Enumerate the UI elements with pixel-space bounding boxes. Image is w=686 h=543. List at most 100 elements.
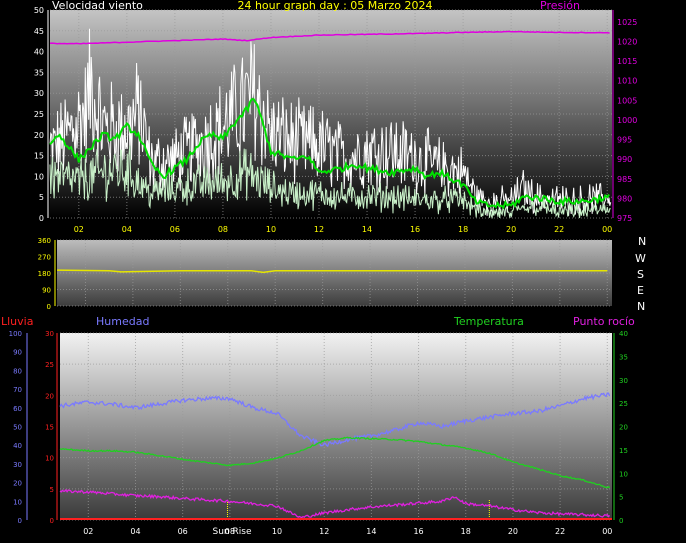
- x-tick-label-wind: 14: [362, 225, 372, 234]
- x-tick-label-wind: 22: [554, 225, 564, 234]
- wind-gust-line: [49, 28, 612, 216]
- y-tick-label-temperature: 15: [619, 447, 628, 455]
- y-tick-label-pressure: 1015: [617, 57, 637, 66]
- x-tick-label-wind: 20: [506, 225, 516, 234]
- y-tick-label-wind: 50: [34, 6, 44, 15]
- y-tick-label-humidity: 40: [13, 442, 22, 450]
- compass-e: E: [637, 284, 644, 297]
- wind-speed-title: Velocidad viento: [52, 0, 143, 12]
- compass-n-bottom: N: [637, 300, 645, 313]
- x-tick-label-wind: 02: [74, 225, 84, 234]
- y-tick-label-wind: 40: [34, 48, 44, 57]
- x-tick-label-wind: 08: [218, 225, 228, 234]
- y-tick-label-temperature: 40: [619, 330, 628, 338]
- y-tick-label-wind: 45: [34, 27, 44, 36]
- compass-n-top: N: [638, 235, 646, 248]
- y-tick-label-temperature: 10: [619, 470, 628, 478]
- y-tick-label-temperature: 25: [619, 400, 628, 408]
- dewpoint-line: [59, 488, 611, 519]
- x-tick-label-weather: 22: [555, 527, 565, 536]
- x-tick-label-wind: 16: [410, 225, 420, 234]
- y-tick-label-pressure: 985: [617, 175, 632, 184]
- y-tick-label-humidity: 100: [9, 330, 22, 338]
- x-tick-label-wind: 10: [266, 225, 276, 234]
- y-tick-label-humidity: 30: [13, 461, 22, 469]
- compass-w: W: [635, 252, 646, 265]
- y-tick-label-pressure: 995: [617, 136, 632, 145]
- sun-rise-label: Sun Rise: [213, 527, 252, 537]
- y-tick-label-temperature: 5: [619, 494, 623, 502]
- x-tick-label-weather: 06: [178, 527, 188, 536]
- wind-mean-line: [49, 98, 610, 210]
- wind-average-line: [49, 145, 611, 220]
- y-tick-label-humidity: 60: [13, 405, 22, 413]
- y-tick-label-temperature: 35: [619, 353, 628, 361]
- y-tick-label-pressure: 1000: [617, 116, 637, 125]
- x-tick-label-weather: 20: [508, 527, 518, 536]
- y-tick-label-wind: 25: [34, 110, 44, 119]
- rain-title: Lluvia: [1, 315, 33, 328]
- x-tick-label-weather: 02: [83, 527, 93, 536]
- y-tick-label-rain: 30: [45, 330, 54, 338]
- temperature-title: Temperatura: [453, 315, 524, 328]
- y-tick-label-rain: 10: [45, 455, 54, 463]
- x-tick-label-weather: 10: [272, 527, 282, 536]
- y-tick-label-humidity: 0: [18, 517, 22, 525]
- chart-date-title: 24 hour graph day : 05 Marzo 2024: [237, 0, 432, 12]
- y-tick-label-direction: 0: [47, 303, 51, 311]
- y-tick-label-pressure: 1005: [617, 96, 637, 105]
- y-tick-label-rain: 20: [45, 392, 54, 400]
- y-tick-label-rain: 25: [45, 361, 54, 369]
- y-tick-label-pressure: 1025: [617, 18, 637, 27]
- x-tick-label-wind: 18: [458, 225, 468, 234]
- y-tick-label-wind: 15: [34, 152, 44, 161]
- y-tick-label-humidity: 70: [13, 386, 22, 394]
- y-tick-label-rain: 0: [50, 517, 54, 525]
- x-tick-label-wind: 04: [122, 225, 132, 234]
- x-tick-label-weather: 14: [366, 527, 376, 536]
- y-tick-label-humidity: 10: [13, 498, 22, 506]
- y-tick-label-temperature: 0: [619, 517, 623, 525]
- x-tick-label-wind: 06: [170, 225, 180, 234]
- y-tick-label-direction: 360: [38, 237, 51, 245]
- y-tick-label-pressure: 1010: [617, 77, 637, 86]
- y-tick-label-humidity: 50: [13, 424, 22, 432]
- y-tick-label-direction: 90: [42, 287, 51, 295]
- wind-direction-line: [56, 269, 608, 274]
- y-tick-label-wind: 0: [39, 214, 44, 223]
- x-tick-label-weather: 16: [413, 527, 423, 536]
- series-layer: [49, 28, 612, 520]
- x-tick-label-wind: 00: [602, 225, 612, 234]
- y-tick-label-pressure: 990: [617, 155, 632, 164]
- y-tick-label-pressure: 975: [617, 214, 632, 223]
- x-tick-label-wind: 12: [314, 225, 324, 234]
- pressure-line: [49, 30, 610, 45]
- x-tick-label-weather: 08: [225, 527, 235, 536]
- y-tick-label-pressure: 980: [617, 194, 632, 203]
- y-tick-label-wind: 35: [34, 68, 44, 77]
- x-tick-label-weather: 04: [130, 527, 140, 536]
- y-tick-label-humidity: 20: [13, 480, 22, 488]
- y-tick-label-rain: 15: [45, 424, 54, 432]
- y-tick-label-humidity: 80: [13, 367, 22, 375]
- compass-s: S: [637, 268, 644, 281]
- humidity-title: Humedad: [96, 315, 149, 328]
- temperature-line: [59, 436, 611, 489]
- x-tick-label-weather: 12: [319, 527, 329, 536]
- y-tick-label-temperature: 20: [619, 424, 628, 432]
- y-tick-label-temperature: 30: [619, 377, 628, 385]
- y-tick-label-wind: 10: [34, 172, 44, 181]
- dewpoint-title: Punto rocío: [573, 315, 635, 328]
- y-tick-label-wind: 20: [34, 131, 44, 140]
- x-tick-label-weather: 00: [602, 527, 612, 536]
- y-tick-label-wind: 30: [34, 89, 44, 98]
- y-tick-label-pressure: 1020: [617, 37, 637, 46]
- y-tick-label-direction: 180: [38, 270, 51, 278]
- y-tick-label-humidity: 90: [13, 349, 22, 357]
- y-tick-label-wind: 5: [39, 193, 44, 202]
- axes: 0510152025303540455097598098599099510001…: [9, 6, 638, 536]
- x-tick-label-weather: 18: [461, 527, 471, 536]
- y-tick-label-direction: 270: [38, 254, 51, 262]
- y-tick-label-rain: 5: [50, 486, 54, 494]
